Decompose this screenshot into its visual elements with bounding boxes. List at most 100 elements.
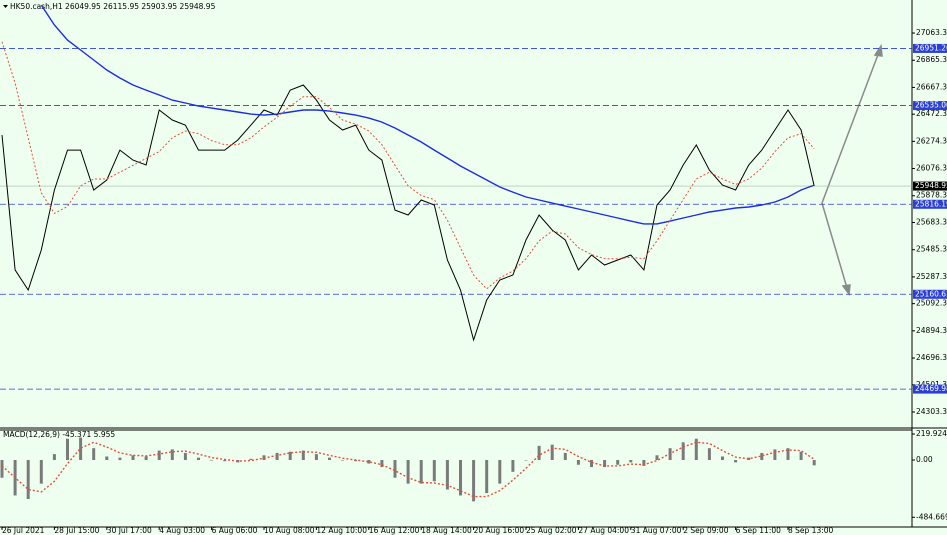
level-label-bg — [913, 384, 947, 394]
y-tick-label: 26274.30 — [916, 136, 947, 145]
y-tick-label: 26076.30 — [916, 164, 947, 173]
histogram-bar — [105, 456, 109, 461]
arrow-head — [873, 43, 883, 57]
histogram-bar — [66, 438, 69, 461]
histogram-bar — [170, 449, 174, 461]
x-tick-label: 20 Aug 16:00 — [474, 526, 525, 535]
histogram-bar — [511, 460, 515, 472]
histogram-bar — [367, 460, 371, 464]
level-label: 26951.26 — [915, 43, 947, 52]
series-line — [1, 41, 815, 290]
histogram-bar — [183, 452, 187, 461]
x-tick-label: 30 Jul 17:00 — [107, 526, 152, 535]
last-price-label: 25948.95 — [915, 181, 947, 190]
histogram-bar — [524, 460, 528, 461]
histogram-bar — [419, 460, 423, 484]
level-label: 25816.19 — [915, 199, 947, 208]
histogram-bar — [406, 460, 410, 484]
histogram-bar — [498, 460, 502, 484]
y-tick-label: 25485.30 — [916, 245, 947, 254]
y-tick-label: 26865.30 — [916, 55, 947, 64]
y-tick-label: 26472.30 — [916, 109, 947, 118]
histogram-bar — [773, 449, 777, 461]
level-label-bg — [913, 101, 947, 111]
histogram-bar — [380, 460, 384, 468]
level-label: 24469.98 — [915, 384, 947, 393]
histogram-bar — [92, 448, 96, 461]
level-label: 26535.00 — [915, 101, 947, 110]
level-label: 25160.63 — [915, 289, 947, 298]
x-tick-label: 27 Aug 04:00 — [578, 526, 629, 535]
y-tick-label: 219.924 — [916, 429, 947, 438]
arrow-down — [821, 202, 848, 289]
y-tick-label: 0.00 — [916, 455, 933, 464]
x-tick-label: 2 Sep 09:00 — [683, 526, 729, 535]
x-tick-label: 18 Aug 14:00 — [421, 526, 472, 535]
x-tick-label: 4 Aug 03:00 — [159, 526, 205, 535]
histogram-bar — [694, 438, 698, 461]
x-tick-label: 25 Aug 02:00 — [526, 526, 577, 535]
histogram-bar — [445, 460, 449, 490]
histogram-bar — [210, 460, 214, 461]
y-tick-label: 25878.30 — [916, 191, 947, 200]
histogram-bar — [314, 454, 318, 461]
histogram-bar — [760, 452, 764, 461]
histogram-bar — [328, 457, 331, 461]
y-tick-label: 27063.30 — [916, 28, 947, 37]
histogram-bar — [275, 452, 279, 461]
histogram-bar — [681, 442, 685, 461]
histogram-bar — [655, 455, 659, 461]
level-label-bg — [913, 43, 947, 53]
y-tick-label: 24501.30 — [916, 380, 947, 389]
histogram-bar — [537, 445, 541, 461]
histogram-bar — [812, 460, 816, 466]
arrow-head — [841, 284, 851, 296]
histogram-bar — [0, 460, 4, 478]
histogram-bar — [629, 460, 633, 463]
histogram-bar — [301, 450, 305, 461]
x-tick-label: 28 Jul 15:00 — [54, 526, 99, 535]
histogram-bar — [786, 448, 790, 461]
histogram-bar — [576, 460, 580, 465]
histogram-bar — [707, 448, 711, 461]
last-price-bg — [913, 181, 947, 191]
arrow-up — [821, 51, 880, 204]
histogram-bar — [459, 460, 462, 496]
level-label-bg — [913, 199, 947, 209]
histogram-bar — [642, 460, 646, 466]
menu-triangle — [3, 5, 8, 8]
histogram-bar — [39, 460, 43, 484]
histogram-bar — [52, 454, 56, 461]
x-tick-label: 6 Aug 06:00 — [212, 526, 258, 535]
series-line — [1, 84, 815, 342]
arrows — [821, 43, 883, 296]
histogram-bar — [341, 460, 345, 461]
histogram-bar — [223, 460, 227, 462]
histogram-bar — [734, 460, 738, 463]
histogram-bar — [721, 456, 724, 461]
x-tick-label: 31 Aug 07:00 — [631, 526, 682, 535]
histogram-bar — [118, 457, 122, 461]
y-tick-label: 26667.30 — [916, 82, 947, 91]
y-tick-label: 24696.30 — [916, 353, 947, 362]
level-label-bg — [913, 289, 947, 299]
series-line — [1, 441, 815, 498]
histogram-bar — [79, 437, 83, 461]
histogram-bar — [563, 452, 567, 461]
y-tick-label: 24303.30 — [916, 407, 947, 416]
histogram-bar — [485, 460, 489, 494]
y-tick-label: 25092.30 — [916, 299, 947, 308]
histogram-bar — [616, 460, 620, 465]
histogram-bar — [393, 460, 397, 478]
histogram-bar — [432, 460, 436, 482]
histogram-bar — [288, 451, 292, 461]
x-tick-label: 10 Aug 08:00 — [264, 526, 315, 535]
histogram-bar — [144, 456, 148, 461]
chart-title: HK50.cash,H1 26049.95 26115.95 25903.95 … — [10, 2, 216, 11]
histogram-bar — [26, 460, 30, 499]
series-line — [40, 4, 815, 225]
histogram-bar — [550, 444, 554, 461]
histogram-bar — [590, 460, 593, 468]
